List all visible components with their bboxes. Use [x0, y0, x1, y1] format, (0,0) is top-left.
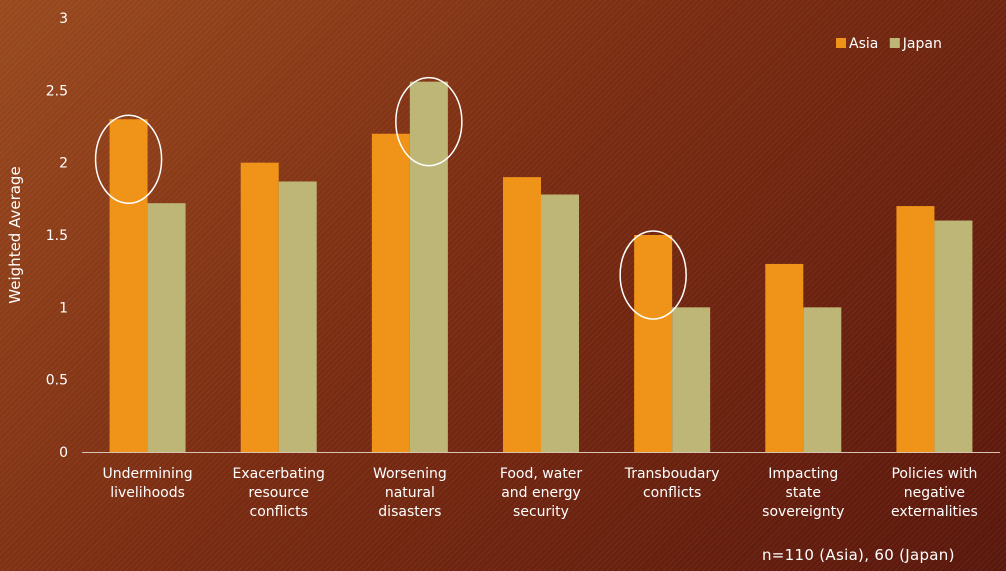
bar-asia: [371, 133, 410, 452]
bar-asia: [109, 119, 148, 453]
legend-swatch-japan: [889, 38, 900, 48]
highlight-ellipse: [395, 76, 463, 167]
bar-japan: [672, 307, 711, 452]
bar-japan: [409, 81, 448, 453]
x-category-label: Policies with negative externalities: [891, 466, 978, 520]
bar-asia: [896, 206, 935, 452]
legend-label-japan: Japan: [902, 36, 942, 52]
y-tick-label: 0: [59, 445, 68, 461]
x-category-label: Transboudary conflicts: [624, 466, 720, 501]
x-category-label: Food, water and energy security: [500, 466, 583, 520]
y-axis-title: Weighted Average: [6, 166, 24, 303]
bar-japan: [541, 194, 579, 452]
y-tick-label: 2.5: [46, 83, 68, 99]
highlight-ellipse: [619, 230, 687, 320]
bar-chart: 0 0.5 1 1.5 2 2.5 3 Weighted Average Undermining…: [6, 11, 1000, 520]
y-tick-label: 1.5: [46, 228, 68, 244]
y-tick-label: 2: [59, 156, 68, 172]
x-category-label: Exacerbating resource conflicts: [233, 466, 325, 520]
legend-label-asia: Asia: [849, 36, 878, 52]
bar-asia: [634, 235, 673, 452]
y-tick-label: 0.5: [46, 373, 68, 389]
y-tick-label: 3: [59, 11, 68, 27]
bar-asia: [240, 162, 279, 452]
bar-japan: [803, 307, 842, 452]
bar-asia: [765, 263, 804, 452]
bar-japan: [934, 220, 973, 452]
y-tick-label: 1: [59, 300, 68, 316]
highlight-ellipse: [94, 114, 163, 205]
bar-asia: [503, 177, 541, 452]
legend-swatch-asia: [836, 38, 846, 48]
bar-japan: [278, 181, 317, 452]
bar-japan: [147, 203, 186, 452]
x-category-label: Impacting state sovereignty: [762, 466, 844, 520]
x-category-label: Undermining livelihoods: [102, 466, 192, 501]
x-category-label: Worsening natural disasters: [373, 466, 447, 520]
sample-size-note: n=110 (Asia), 60 (Japan): [762, 546, 955, 564]
